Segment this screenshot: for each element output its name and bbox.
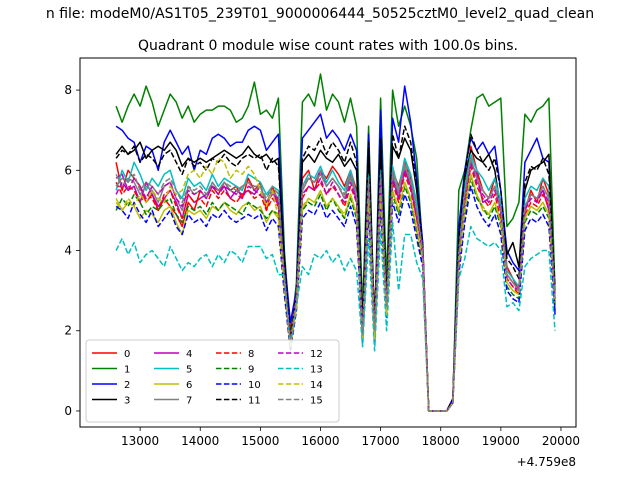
series-line-2 [115, 85, 556, 412]
legend-label-8: 8 [248, 349, 254, 360]
legend-label-0: 0 [124, 349, 130, 360]
series-line-15 [115, 157, 556, 412]
x-tick-label: 16000 [301, 434, 339, 448]
series-line-12 [115, 161, 556, 412]
x-axis-offset-label: +4.759e8 [517, 455, 576, 469]
legend-label-3: 3 [124, 396, 130, 407]
legend-label-4: 4 [186, 349, 192, 360]
figure-suptitle: n file: modeM0/AS1T05_239T01_9000006444_… [46, 6, 594, 22]
legend-label-6: 6 [186, 380, 192, 391]
y-tick-label: 6 [64, 163, 72, 177]
series-line-1 [115, 73, 556, 412]
series-line-10 [115, 185, 556, 412]
legend-label-13: 13 [310, 365, 323, 376]
x-tick-label: 15000 [241, 434, 279, 448]
y-tick-label: 8 [64, 83, 72, 97]
chart-title: Quadrant 0 module wise count rates with … [138, 38, 518, 54]
y-tick-label: 2 [64, 324, 72, 338]
legend-label-14: 14 [310, 380, 323, 391]
legend-label-9: 9 [248, 365, 254, 376]
legend-label-10: 10 [248, 380, 261, 391]
y-tick-label: 0 [64, 404, 72, 418]
legend-label-1: 1 [124, 365, 130, 376]
x-tick-label: 18000 [422, 434, 460, 448]
series-line-6 [115, 173, 556, 412]
x-tick-label: 20000 [542, 434, 580, 448]
legend-label-5: 5 [186, 365, 192, 376]
legend-label-11: 11 [248, 396, 261, 407]
axes: 13000 14000 15000 16000 17000 18000 19000 20000… [64, 57, 580, 448]
legend-label-7: 7 [186, 396, 192, 407]
series-layer [115, 73, 556, 412]
series-line-11 [115, 125, 556, 412]
series-line-13 [115, 221, 556, 412]
series-line-14 [115, 157, 556, 412]
series-line-8 [115, 165, 556, 412]
legend-box [85, 339, 340, 423]
series-line-5 [115, 153, 556, 412]
x-tick-label: 17000 [362, 434, 400, 448]
y-tick-label: 4 [64, 244, 72, 258]
x-tick-label: 14000 [181, 434, 219, 448]
x-tick-label: 13000 [121, 434, 159, 448]
legend-label-15: 15 [310, 396, 323, 407]
legend-label-12: 12 [310, 349, 323, 360]
legend-label-2: 2 [124, 380, 130, 391]
axes-frame [79, 57, 577, 428]
x-tick-label: 19000 [482, 434, 520, 448]
